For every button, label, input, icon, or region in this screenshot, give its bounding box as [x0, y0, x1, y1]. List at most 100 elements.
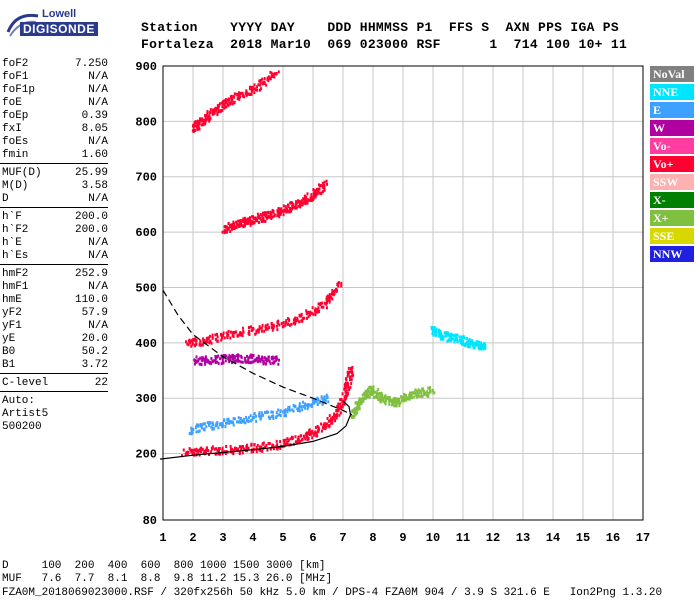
echo-point: [320, 191, 323, 195]
echo-point: [323, 184, 326, 188]
echo-point: [214, 358, 217, 362]
echo-point: [204, 122, 207, 126]
echo-point: [203, 422, 206, 426]
echo-point: [272, 326, 275, 330]
echo-point: [468, 345, 471, 349]
echo-point: [289, 437, 292, 441]
echo-point: [303, 316, 306, 320]
echo-point: [198, 362, 201, 366]
echo-point: [350, 378, 353, 382]
echo-point: [337, 405, 340, 409]
echo-point: [253, 91, 256, 95]
echo-point: [400, 399, 403, 403]
echo-point: [388, 396, 391, 400]
echo-point: [272, 417, 275, 421]
echo-point: [377, 392, 380, 396]
echo-point: [327, 400, 330, 404]
echo-point: [317, 306, 320, 310]
echo-point: [314, 425, 317, 429]
echo-point: [303, 406, 306, 410]
echo-point: [189, 339, 192, 343]
echo-point: [408, 393, 411, 397]
echo-point: [320, 422, 323, 426]
profile-curve: [159, 400, 352, 460]
echo-point: [263, 211, 266, 215]
echo-point: [289, 201, 292, 205]
param-value: 20.0: [81, 333, 108, 345]
echo-point: [226, 226, 229, 230]
echo-point: [213, 111, 216, 115]
echo-point: [350, 374, 353, 378]
echo-point: [261, 357, 264, 361]
echo-point: [316, 434, 319, 438]
echo-point: [434, 333, 437, 337]
echo-point: [208, 341, 211, 345]
echo-point: [374, 395, 377, 399]
echo-point: [266, 215, 269, 219]
echo-point: [203, 428, 206, 432]
echo-point: [335, 288, 338, 292]
echo-point: [337, 407, 340, 411]
echo-point: [311, 431, 314, 435]
echo-point: [287, 205, 290, 209]
echo-point: [477, 346, 480, 350]
echo-point: [344, 386, 347, 390]
echo-point: [431, 388, 434, 392]
echo-point: [423, 389, 426, 393]
echo-point: [270, 357, 273, 361]
echo-point: [324, 301, 327, 305]
echo-point: [440, 334, 443, 338]
echo-point: [314, 309, 317, 313]
param-divider: [0, 264, 108, 265]
echo-point: [205, 336, 208, 340]
echo-point: [403, 397, 406, 401]
echo-point: [312, 401, 315, 405]
echo-point: [258, 411, 261, 415]
echo-point: [197, 121, 200, 125]
param-name: yF1: [2, 320, 22, 332]
echo-point: [243, 420, 246, 424]
echo-point: [452, 337, 455, 341]
echo-point: [271, 328, 274, 332]
echo-point: [303, 435, 306, 439]
echo-point: [269, 361, 272, 365]
echo-point: [256, 212, 259, 216]
echo-point: [251, 220, 254, 224]
echo-point: [335, 289, 338, 293]
echo-point: [345, 378, 348, 382]
echo-point: [225, 444, 228, 448]
echo-point: [215, 337, 218, 341]
echo-point: [288, 407, 291, 411]
echo-point: [386, 397, 389, 401]
echo-point: [204, 359, 207, 363]
echo-point: [240, 220, 243, 224]
x-tick-label: 6: [309, 531, 316, 545]
param-name: h`F: [2, 211, 22, 223]
echo-point: [216, 421, 219, 425]
echo-point: [245, 222, 248, 226]
echo-point: [257, 83, 260, 87]
echo-point: [352, 373, 355, 377]
param-name: foEs: [2, 136, 29, 148]
echo-point: [203, 339, 206, 343]
echo-point: [224, 101, 227, 105]
echo-point: [241, 224, 244, 228]
echo-point: [220, 109, 223, 113]
echo-point: [375, 394, 378, 398]
echo-point: [254, 87, 257, 91]
echo-point: [251, 355, 254, 359]
echo-point: [227, 99, 230, 103]
echo-point: [396, 401, 399, 405]
echo-point: [232, 222, 235, 226]
echo-point: [429, 390, 432, 394]
echo-point: [210, 361, 213, 365]
echo-point: [211, 427, 214, 431]
echo-point: [346, 381, 349, 385]
echo-point: [272, 361, 275, 365]
echo-point: [341, 403, 344, 407]
echo-point: [326, 294, 329, 298]
echo-point: [200, 450, 203, 454]
echo-point: [243, 356, 246, 360]
echo-point: [294, 204, 297, 208]
echo-point: [225, 225, 228, 229]
